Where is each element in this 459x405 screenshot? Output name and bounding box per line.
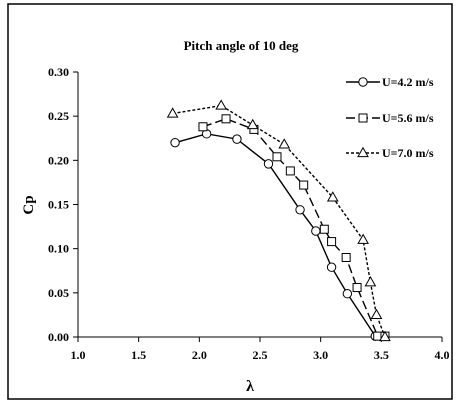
data-point-triangle xyxy=(246,118,259,130)
chart-border xyxy=(7,3,453,400)
y-tick-label: 0.05 xyxy=(48,286,69,300)
data-point-square xyxy=(285,166,295,176)
y-axis-title: Cp xyxy=(21,195,37,214)
y-tick-label: 0.15 xyxy=(48,198,69,212)
data-point-circle xyxy=(232,134,242,144)
legend-item-1: U=4.2 m/s xyxy=(346,75,434,89)
data-point-circle xyxy=(263,159,274,169)
x-tick-label: 3.0 xyxy=(313,348,328,362)
series-3 xyxy=(166,99,391,342)
legend-marker-circle xyxy=(358,77,368,87)
x-tick-label: 1.5 xyxy=(131,348,146,362)
series-2 xyxy=(198,114,390,341)
y-tick-label: 0.30 xyxy=(48,65,69,79)
legend-marker-triangle xyxy=(357,146,369,158)
data-point-square xyxy=(198,122,208,132)
legend-label: U=4.2 m/s xyxy=(382,75,434,89)
y-tick-label: 0.10 xyxy=(48,242,69,256)
x-tick-label: 2.5 xyxy=(253,348,268,362)
x-tick-label: 2.0 xyxy=(192,348,207,362)
data-point-square xyxy=(327,237,337,247)
data-point-triangle xyxy=(370,308,383,320)
data-point-circle xyxy=(170,137,180,148)
data-point-triangle xyxy=(364,276,377,287)
legend-item-2: U=5.6 m/s xyxy=(346,111,434,125)
legend-label: U=5.6 m/s xyxy=(382,111,434,125)
series-group xyxy=(166,99,391,342)
data-point-triangle xyxy=(379,330,391,342)
data-point-circle xyxy=(326,262,337,272)
legend-marker-square xyxy=(358,113,368,123)
y-tick-label: 0.25 xyxy=(48,109,69,123)
legend-label: U=7.0 m/s xyxy=(382,146,434,160)
data-point-triangle xyxy=(278,138,291,149)
legend-item-3: U=7.0 m/s xyxy=(346,146,434,160)
data-point-circle xyxy=(311,226,321,236)
data-point-triangle xyxy=(326,191,339,202)
axes: 0.00 0.05 0.10 0.15 0.20 0.25 0.30 1.0 1.5 2.0 2.5… xyxy=(48,65,450,362)
y-tick-label: 0.00 xyxy=(48,330,69,344)
x-tick-label: 1.0 xyxy=(71,348,86,362)
data-point-triangle xyxy=(357,233,369,244)
data-point-square xyxy=(319,224,329,234)
series-1 xyxy=(170,129,380,341)
series-line xyxy=(174,133,376,337)
x-tick-label: 3.5 xyxy=(374,348,389,362)
data-point-square xyxy=(221,114,231,124)
x-tick-label: 4.0 xyxy=(435,348,450,362)
data-point-square xyxy=(352,283,362,293)
legend: U=4.2 m/s U=5.6 m/s U=7.0 m/s xyxy=(346,75,434,160)
chart-title: Pitch angle of 10 deg xyxy=(184,38,299,53)
data-point-square xyxy=(272,152,282,162)
data-point-circle xyxy=(295,205,305,215)
data-point-circle xyxy=(342,289,353,299)
data-point-triangle xyxy=(215,99,228,110)
x-axis-title: λ xyxy=(246,378,254,395)
series-line xyxy=(202,118,385,337)
data-point-triangle xyxy=(166,107,179,118)
data-point-square xyxy=(341,253,351,262)
data-point-square xyxy=(299,180,309,190)
y-tick-label: 0.20 xyxy=(48,153,69,167)
